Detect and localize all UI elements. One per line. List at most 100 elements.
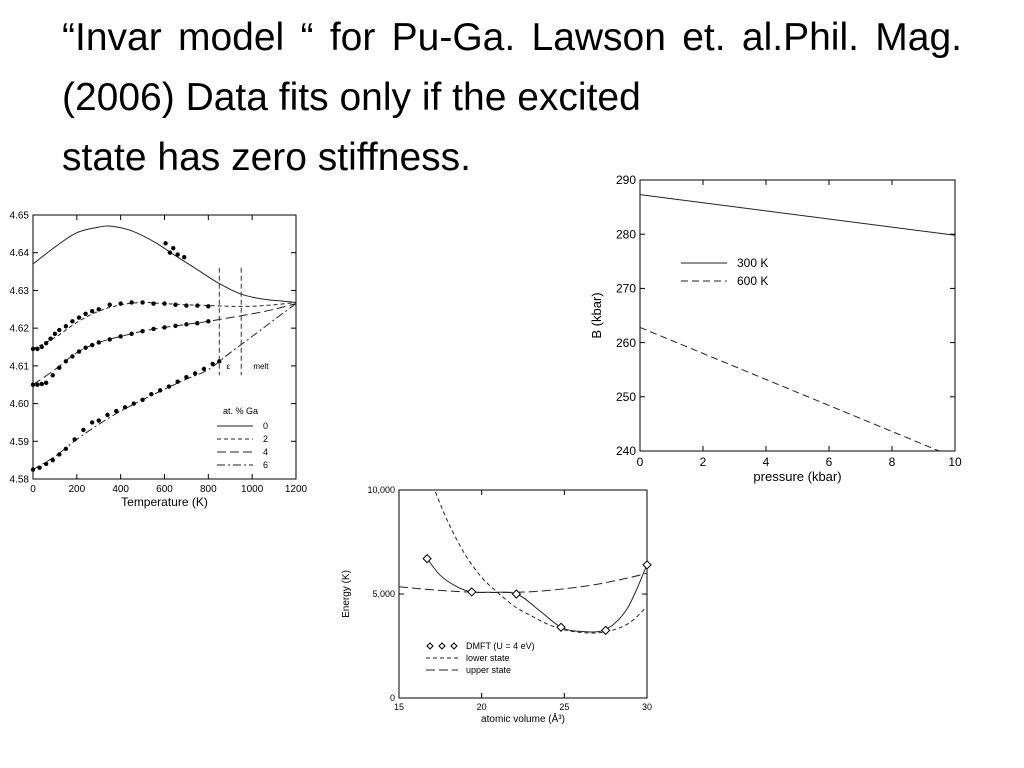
data-point <box>89 342 95 348</box>
y-tick-label: 4.65 <box>10 211 30 222</box>
x-tick-label: 6 <box>826 455 833 469</box>
plot-frame <box>398 489 648 699</box>
data-point <box>50 457 55 463</box>
y-tick-label: 4.64 <box>10 248 30 259</box>
legend-label: 6 <box>263 460 268 470</box>
x-axis-label: pressure (kbar) <box>753 469 841 484</box>
title-line-1: “Invar model “ for Pu-Ga. Lawson et. al.… <box>62 16 962 119</box>
data-point <box>157 388 163 393</box>
data-point <box>39 381 44 387</box>
upper-state-curve <box>398 572 648 594</box>
data-point <box>96 418 101 423</box>
series-line-300k <box>639 194 956 236</box>
y-tick-label: 4.62 <box>10 324 30 335</box>
legend-diamond <box>450 642 458 650</box>
y-tick-label: 260 <box>616 336 636 350</box>
energy-volume-chart: 15 20 25 30 0 5,000 10,000 atomic volume (Å³) En… <box>341 485 652 725</box>
data-point <box>163 241 168 246</box>
y-tick-label: 290 <box>616 173 636 187</box>
data-point <box>184 374 189 380</box>
data-point <box>118 334 123 339</box>
series-line-0-at-pct <box>32 225 297 303</box>
x-tick-label: 25 <box>559 702 569 712</box>
data-point <box>206 304 211 309</box>
dmft-diamond-marker <box>422 553 432 564</box>
data-point <box>63 359 69 364</box>
data-point <box>171 245 176 251</box>
legend-label: lower state <box>466 653 510 663</box>
data-point <box>57 327 62 333</box>
data-point <box>37 465 42 470</box>
data-point <box>195 303 200 308</box>
legend-label: 2 <box>263 434 268 444</box>
data-point <box>167 250 173 255</box>
x-tick-label: 1000 <box>241 484 264 495</box>
x-tick-label: 10 <box>948 455 962 469</box>
legend-title: at. % Ga <box>223 406 258 416</box>
data-point <box>151 301 156 306</box>
legend-diamond <box>438 642 446 650</box>
data-point <box>30 382 36 387</box>
x-tick-label: 200 <box>68 484 85 495</box>
data-point <box>57 452 62 457</box>
data-point <box>39 344 44 350</box>
data-point <box>35 346 40 352</box>
x-tick-label: 0 <box>637 455 644 469</box>
data-point <box>57 365 62 370</box>
y-tick-label: 4.63 <box>10 286 30 297</box>
series-line-600k <box>639 326 940 452</box>
data-point <box>184 303 189 308</box>
lower-state-curve <box>434 491 648 634</box>
data-point <box>206 319 211 324</box>
x-tick-label: 800 <box>200 484 217 495</box>
y-tick-label: 270 <box>616 282 636 296</box>
y-tick-label: 0 <box>390 693 395 703</box>
y-tick-label: 4.59 <box>10 437 30 448</box>
data-point <box>30 346 36 352</box>
data-point <box>43 380 49 386</box>
data-point <box>72 437 77 442</box>
data-point <box>52 331 58 336</box>
data-point <box>140 397 145 402</box>
data-point <box>63 324 69 329</box>
data-point <box>201 366 207 372</box>
legend-label: upper state <box>466 665 511 675</box>
data-point <box>217 359 222 364</box>
data-point <box>192 371 198 376</box>
data-point <box>175 379 180 384</box>
data-point <box>70 319 75 324</box>
data-point <box>184 322 189 327</box>
x-axis-label: Temperature (K) <box>121 495 208 509</box>
data-point <box>43 341 49 346</box>
data-point <box>118 301 123 306</box>
data-point <box>50 373 55 378</box>
data-point <box>83 311 88 317</box>
data-point <box>35 382 40 387</box>
legend-diamond <box>426 642 434 650</box>
data-point <box>43 461 49 467</box>
x-tick-label: 0 <box>30 484 36 495</box>
y-tick-label: 4.60 <box>10 399 30 410</box>
y-axis-label: B (kbar) <box>589 292 604 338</box>
data-point <box>89 420 95 425</box>
data-point <box>173 323 178 329</box>
legend-label: DMFT (U = 4 eV) <box>466 641 535 651</box>
data-point <box>149 391 154 397</box>
y-tick-label: 250 <box>616 390 636 404</box>
data-point <box>76 349 82 354</box>
bulk-modulus-chart: 0 2 4 6 8 10 240 250 260 270 280 290 pressure (kbar)… <box>589 173 962 484</box>
y-tick-label: 10,000 <box>367 485 395 495</box>
data-point <box>107 337 112 342</box>
data-point <box>162 325 167 330</box>
y-tick-label: 280 <box>616 227 636 241</box>
data-point <box>175 252 180 257</box>
y-tick-label: 240 <box>616 444 636 458</box>
x-tick-label: 15 <box>394 702 404 712</box>
slide-title: “Invar model “ for Pu-Ga. Lawson et. al.… <box>62 8 962 188</box>
x-axis-label: atomic volume (Å³) <box>481 712 565 725</box>
x-tick-label: 8 <box>889 455 896 469</box>
data-point <box>107 302 112 307</box>
data-point <box>70 354 75 359</box>
y-tick-label: 4.58 <box>10 475 30 486</box>
data-point <box>129 300 134 305</box>
